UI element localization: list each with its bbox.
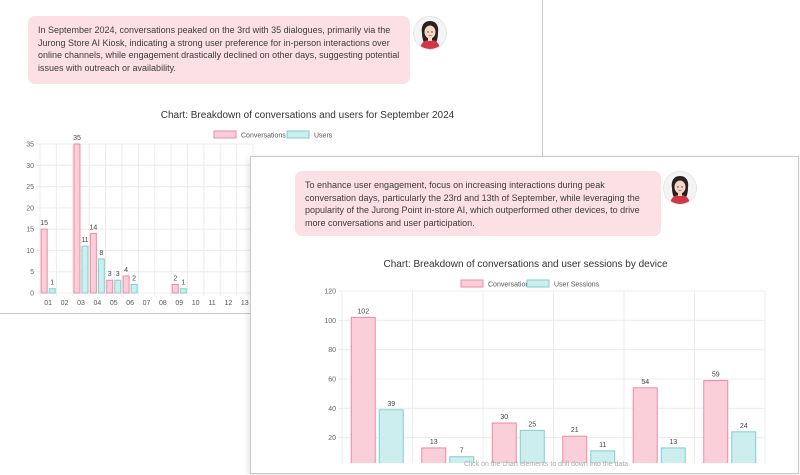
value-label-series2: 8 xyxy=(99,250,103,257)
bar-series2[interactable] xyxy=(519,429,545,463)
value-label-conversations: 21 xyxy=(571,427,579,434)
y-tick-label: 60 xyxy=(328,377,336,384)
bar-conversations[interactable] xyxy=(73,143,81,294)
avatar-portrait xyxy=(664,172,696,204)
value-label-series2: 1 xyxy=(50,280,54,287)
y-tick-label: 35 xyxy=(26,142,34,149)
y-tick-label: 15 xyxy=(26,227,34,234)
value-label-series2: 24 xyxy=(740,423,748,430)
value-label-series2: 11 xyxy=(81,237,88,244)
y-tick-label: 10 xyxy=(26,248,34,255)
legend-swatch-conversations[interactable] xyxy=(460,279,484,288)
bar-series2[interactable] xyxy=(179,288,187,294)
bar-series2[interactable] xyxy=(48,288,56,294)
y-tick-label: 120 xyxy=(324,289,336,296)
x-category-label: 05 xyxy=(110,300,118,307)
x-category-label: 02 xyxy=(61,300,69,307)
legend-label-series2[interactable]: User Sessions xyxy=(554,282,600,289)
bar-series2[interactable] xyxy=(97,258,105,294)
bar-series2[interactable] xyxy=(378,409,404,463)
bar-series2[interactable] xyxy=(590,450,616,463)
bar-series2[interactable] xyxy=(449,456,475,463)
x-category-label: 08 xyxy=(159,300,167,307)
legend-label-series2[interactable]: Users xyxy=(314,133,333,140)
value-label-conversations: 4 xyxy=(124,267,128,274)
drill-down-hint: Click on the chart elements to drill dow… xyxy=(464,461,631,468)
bar-series2[interactable] xyxy=(660,447,686,463)
legend-swatch-conversations[interactable] xyxy=(213,130,237,139)
chart-title-2: Chart: Breakdown of conversations and us… xyxy=(383,259,668,270)
x-category-label: 04 xyxy=(93,300,101,307)
legend-label-conversations[interactable]: Conversations xyxy=(241,133,286,140)
y-tick-label: 30 xyxy=(26,163,34,170)
legend-swatch-series2[interactable] xyxy=(286,130,310,139)
bar-conversations[interactable] xyxy=(350,316,376,463)
bar-conversations[interactable] xyxy=(491,422,517,463)
y-tick-label: 100 xyxy=(324,318,336,325)
device-insight-card: To enhance user engagement, focus on inc… xyxy=(250,156,799,474)
legend-swatch-series2[interactable] xyxy=(526,279,550,288)
value-label-series2: 39 xyxy=(387,401,395,408)
value-label-conversations: 2 xyxy=(173,275,177,282)
y-tick-label: 80 xyxy=(328,347,336,354)
y-tick-label: 0 xyxy=(30,291,34,298)
value-label-conversations: 14 xyxy=(89,224,97,231)
value-label-conversations: 30 xyxy=(500,414,508,421)
x-category-label: 13 xyxy=(241,300,249,307)
bar-series2[interactable] xyxy=(81,245,89,294)
assistant-avatar xyxy=(663,171,697,205)
value-label-conversations: 59 xyxy=(712,371,720,378)
bar-conversations[interactable] xyxy=(89,232,97,294)
x-category-label: 07 xyxy=(143,300,151,307)
value-label-series2: 3 xyxy=(116,271,120,278)
bar-series2[interactable] xyxy=(731,431,757,463)
bar-conversations[interactable] xyxy=(40,228,48,294)
bar-conversations[interactable] xyxy=(122,275,130,294)
x-category-label: 12 xyxy=(225,300,233,307)
assistant-avatar xyxy=(413,16,447,50)
legend-label-conversations[interactable]: Conversations xyxy=(488,282,533,289)
value-label-series2: 1 xyxy=(181,280,185,287)
y-tick-label: 20 xyxy=(328,435,336,442)
x-category-label: 06 xyxy=(126,300,134,307)
bar-conversations[interactable] xyxy=(106,279,114,294)
bar-conversations[interactable] xyxy=(632,387,658,463)
value-label-conversations: 54 xyxy=(641,379,649,386)
chart-title-1: Chart: Breakdown of conversations and us… xyxy=(160,110,455,121)
x-category-label: 09 xyxy=(175,300,183,307)
value-label-series2: 13 xyxy=(669,439,677,446)
bar-conversations[interactable] xyxy=(562,435,588,463)
value-label-series2: 2 xyxy=(132,275,136,282)
avatar-portrait xyxy=(414,17,446,49)
insight-bubble-1: In September 2024, conversations peaked … xyxy=(28,16,410,84)
x-category-label: 10 xyxy=(192,300,200,307)
value-label-conversations: 13 xyxy=(430,439,438,446)
value-label-conversations: 3 xyxy=(108,271,112,278)
bar-conversations[interactable] xyxy=(703,379,729,463)
bar-conversations[interactable] xyxy=(421,447,447,463)
value-label-series2: 25 xyxy=(528,421,536,428)
y-tick-label: 5 xyxy=(30,269,34,276)
value-label-conversations: 102 xyxy=(357,308,369,315)
value-label-series2: 11 xyxy=(599,442,606,449)
insight-bubble-2: To enhance user engagement, focus on inc… xyxy=(295,171,661,236)
x-category-label: 03 xyxy=(77,300,85,307)
y-tick-label: 20 xyxy=(26,205,34,212)
value-label-conversations: 35 xyxy=(73,135,81,142)
value-label-conversations: 15 xyxy=(40,220,48,227)
insight-text-2: To enhance user engagement, focus on inc… xyxy=(305,180,640,228)
bar-series2[interactable] xyxy=(114,279,122,294)
bar-series2[interactable] xyxy=(130,283,138,294)
y-tick-label: 40 xyxy=(328,406,336,413)
value-label-series2: 7 xyxy=(460,448,464,455)
y-tick-label: 25 xyxy=(26,184,34,191)
x-category-label: 01 xyxy=(44,300,52,307)
insight-text-1: In September 2024, conversations peaked … xyxy=(38,25,400,73)
bar-conversations[interactable] xyxy=(171,283,179,294)
x-category-label: 11 xyxy=(208,300,215,307)
